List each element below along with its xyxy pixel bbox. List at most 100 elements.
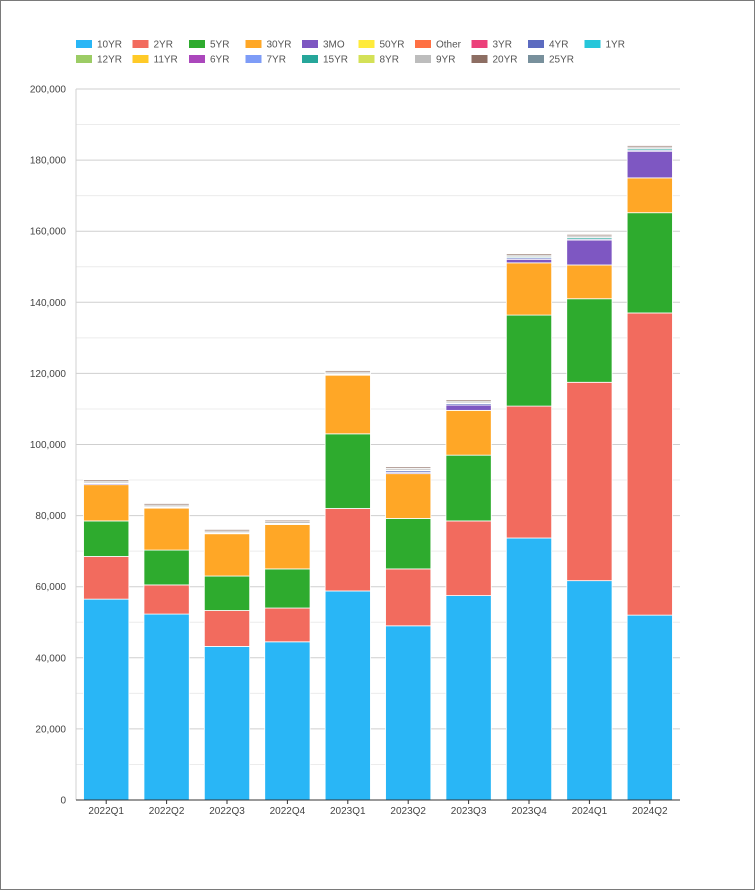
bar-segment-30YR-2022Q1[interactable] [83,484,130,522]
bar-segment-20YR-2023Q2[interactable] [385,466,432,469]
bar-segment-10YR-2024Q2[interactable] [626,614,673,801]
x-tick-label: 2022Q2 [149,806,185,817]
bar-segment-5YR-2023Q2[interactable] [385,518,432,570]
bar-segment-2YR-2023Q2[interactable] [385,568,432,627]
bar-segment-30YR-2023Q2[interactable] [385,473,432,519]
bar-segment-2YR-2022Q3[interactable] [203,610,251,647]
bar-segment-10YR-2022Q2[interactable] [143,613,190,801]
x-tick-label: 2023Q1 [330,806,366,817]
bar-segment-2YR-2023Q3[interactable] [445,520,492,596]
legend-item-12YR[interactable]: 12YR [76,55,122,66]
legend-label: 7YR [267,55,286,66]
bar-segment-5YR-2024Q1[interactable] [566,298,613,383]
bar-segment-20YR-2022Q3[interactable] [203,529,251,532]
legend-item-2YR[interactable]: 2YR [132,40,173,51]
legend-item-3MO[interactable]: 3MO [302,40,345,51]
chart-bars [83,145,673,801]
bar-stack-2023Q1 [324,370,371,801]
bar-segment-30YR-2023Q3[interactable] [445,409,492,456]
bar-segment-5YR-2022Q2[interactable] [143,549,190,586]
bar-segment-10YR-2023Q4[interactable] [505,537,553,801]
bar-segment-30YR-2023Q1[interactable] [324,374,371,435]
legend-item-25YR[interactable]: 25YR [528,55,574,66]
legend-item-1YR[interactable]: 1YR [584,40,625,51]
bar-segment-20YR-2024Q2[interactable] [626,145,673,148]
x-axis: 2022Q1 2022Q2 2022Q3 2022Q4 2023Q1 2023Q2 2023… [76,799,680,817]
legend-label: 10YR [97,40,122,51]
bar-segment-3MO-2024Q1[interactable] [566,239,613,266]
bar-segment-5YR-2022Q1[interactable] [83,520,130,557]
legend-item-8YR[interactable]: 8YR [358,55,399,66]
legend-item-5YR[interactable]: 5YR [189,40,229,51]
legend-item-11YR[interactable]: 11YR [132,55,178,66]
legend-item-30YR[interactable]: 30YR [245,40,292,51]
legend-label: 12YR [97,55,122,66]
legend-item-3YR[interactable]: 3YR [471,40,512,51]
bar-segment-2YR-2024Q2[interactable] [626,312,673,616]
legend-item-9YR[interactable]: 9YR [415,55,455,66]
legend-label: 9YR [436,55,455,66]
bar-segment-3MO-2023Q3[interactable] [445,404,492,411]
bar-segment-5YR-2023Q1[interactable] [324,433,371,509]
bar-segment-10YR-2024Q1[interactable] [566,580,613,801]
bar-segment-30YR-2024Q1[interactable] [566,264,613,300]
bar-segment-20YR-2024Q1[interactable] [566,233,613,237]
legend-item-4YR[interactable]: 4YR [528,40,568,51]
bar-segment-10YR-2023Q2[interactable] [385,625,432,801]
bar-segment-5YR-2022Q4[interactable] [264,568,311,609]
bar-segment-2YR-2022Q2[interactable] [143,584,190,615]
bar-segment-30YR-2024Q2[interactable] [626,177,673,214]
bar-segment-3MO-2024Q2[interactable] [626,150,673,179]
bar-segment-5YR-2023Q4[interactable] [505,314,553,407]
bar-segment-2YR-2024Q1[interactable] [566,381,613,582]
bar-segment-5YR-2024Q2[interactable] [626,212,673,314]
bar-segment-20YR-2023Q1[interactable] [324,370,371,373]
legend-label: 4YR [549,40,568,51]
bar-stack-2022Q3 [203,529,251,801]
bar-segment-2YR-2023Q4[interactable] [505,405,553,539]
bar-segment-10YR-2022Q3[interactable] [203,646,251,801]
bar-segment-20YR-2023Q3[interactable] [445,399,492,402]
bar-segment-2YR-2022Q1[interactable] [83,556,130,600]
bar-segment-5YR-2023Q3[interactable] [445,454,492,522]
legend-item-10YR[interactable]: 10YR [76,40,122,51]
legend-swatch [132,55,149,63]
bar-segment-2YR-2023Q1[interactable] [324,508,371,592]
bar-stack-2024Q1 [566,233,613,801]
y-tick-label: 20,000 [35,724,66,735]
bar-segment-5YR-2022Q3[interactable] [203,575,251,611]
legend-swatch [76,55,92,63]
legend-label: Other [436,40,462,51]
legend-item-15YR[interactable]: 15YR [302,55,348,66]
legend-item-20YR[interactable]: 20YR [471,55,518,66]
bar-segment-20YR-2022Q4[interactable] [264,519,311,523]
y-axis: 0 20,000 40,000 60,000 80,000 100,000 120,000 1… [30,85,77,807]
legend-item-6YR[interactable]: 6YR [189,55,229,66]
x-tick-label: 2022Q4 [270,806,306,817]
legend-label: 15YR [323,55,348,66]
bar-segment-10YR-2023Q3[interactable] [445,595,492,801]
bar-segment-10YR-2023Q1[interactable] [324,590,371,801]
bar-segment-3MO-2023Q4[interactable] [505,258,553,264]
bar-segment-10YR-2022Q1[interactable] [83,598,130,801]
bar-segment-2YR-2022Q4[interactable] [264,607,311,643]
bar-segment-30YR-2022Q4[interactable] [264,524,311,570]
bar-segment-20YR-2022Q1[interactable] [83,479,130,482]
bar-segment-20YR-2022Q2[interactable] [143,503,190,506]
legend-swatch [132,40,149,48]
legend-label: 8YR [380,55,399,66]
bar-segment-20YR-2023Q4[interactable] [505,253,553,256]
bar-segment-30YR-2022Q3[interactable] [203,533,251,577]
bar-segment-30YR-2022Q2[interactable] [143,507,190,551]
bar-stack-2024Q2 [626,145,673,801]
legend-item-50YR[interactable]: 50YR [358,40,405,51]
y-tick-label: 200,000 [30,85,67,96]
legend-swatch [471,55,488,63]
legend-item-Other[interactable]: Other [415,40,462,51]
bar-stack-2023Q2 [385,466,432,801]
bar-segment-10YR-2022Q4[interactable] [264,641,311,801]
legend-item-7YR[interactable]: 7YR [245,55,286,66]
bar-segment-30YR-2023Q4[interactable] [505,262,553,316]
legend-swatch [76,40,92,48]
legend-label: 30YR [267,40,292,51]
